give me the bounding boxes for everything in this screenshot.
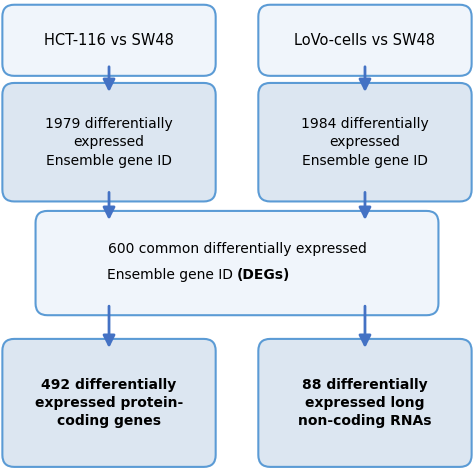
- Text: LoVo-cells vs SW48: LoVo-cells vs SW48: [294, 33, 436, 48]
- Text: 1984 differentially
expressed
Ensemble gene ID: 1984 differentially expressed Ensemble g…: [301, 117, 429, 168]
- Text: 600 common differentially expressed: 600 common differentially expressed: [108, 242, 366, 256]
- FancyBboxPatch shape: [36, 211, 438, 315]
- FancyBboxPatch shape: [2, 339, 216, 467]
- Text: 88 differentially
expressed long
non-coding RNAs: 88 differentially expressed long non-cod…: [298, 377, 432, 428]
- FancyBboxPatch shape: [2, 5, 216, 76]
- FancyBboxPatch shape: [258, 83, 472, 201]
- FancyBboxPatch shape: [258, 339, 472, 467]
- Text: Ensemble gene ID: Ensemble gene ID: [107, 268, 237, 282]
- Text: 1979 differentially
expressed
Ensemble gene ID: 1979 differentially expressed Ensemble g…: [45, 117, 173, 168]
- Text: 492 differentially
expressed protein-
coding genes: 492 differentially expressed protein- co…: [35, 377, 183, 428]
- Text: (DEGs): (DEGs): [237, 268, 291, 282]
- Text: HCT-116 vs SW48: HCT-116 vs SW48: [44, 33, 174, 48]
- FancyBboxPatch shape: [258, 5, 472, 76]
- FancyBboxPatch shape: [2, 83, 216, 201]
